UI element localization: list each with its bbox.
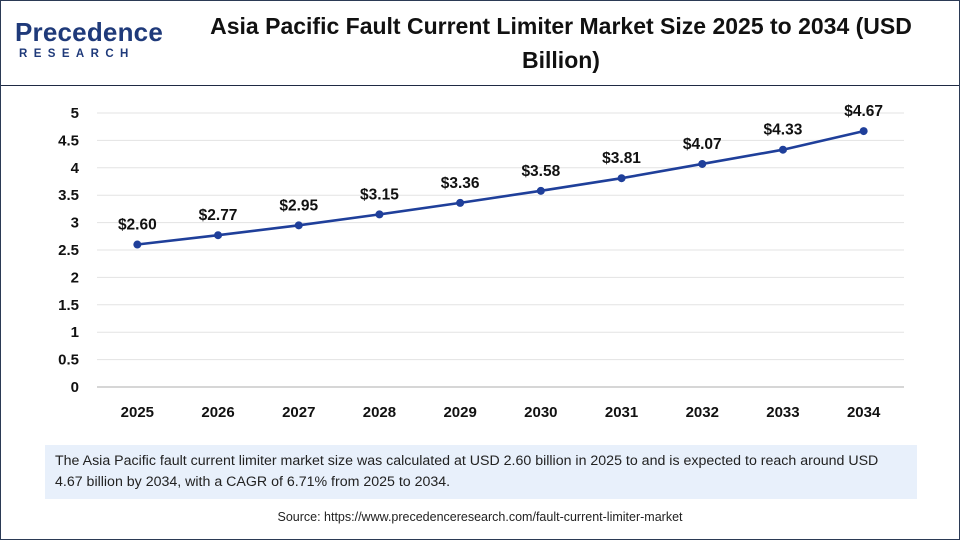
data-label: $2.77 [199,207,238,224]
data-label: $4.33 [764,122,803,139]
y-tick-label: 1.5 [58,297,79,314]
data-label: $3.81 [602,150,641,167]
x-tick-label: 2027 [282,404,315,421]
series [133,127,868,249]
series-line [137,129,864,246]
data-label: $2.95 [279,197,318,214]
x-tick-label: 2029 [443,404,476,421]
data-label: $4.07 [683,136,722,153]
header: Precedence RESEARCH Asia Pacific Fault C… [1,1,959,86]
x-tick-label: 2025 [121,404,154,421]
x-tick-label: 2028 [363,404,396,421]
y-tick-label: 3 [71,215,79,232]
data-label: $3.36 [441,175,480,192]
y-tick-label: 5 [71,105,79,122]
x-tick-label: 2031 [605,404,638,421]
data-point [133,240,142,249]
line-chart: 0 0.5 1 1.5 2 2.5 3 3.5 4 4.5 5 2025 2026 2027 2028 202… [58,103,904,421]
x-tick-label: 2030 [524,404,557,421]
data-label: $2.60 [118,217,157,234]
y-tick-label: 0.5 [58,352,79,369]
y-tick-label: 1 [71,324,79,341]
y-tick-label: 4.5 [58,132,79,149]
y-tick-label: 3.5 [58,187,79,204]
data-point [536,186,545,195]
x-tick-label: 2034 [847,404,881,421]
data-label: $3.58 [521,163,560,180]
x-tick-label: 2033 [766,404,799,421]
data-labels: $2.60 $2.77 $2.95 $3.15 $3.36 $3.58 $3.81 $4.07… [118,103,883,233]
source-text: Source: https://www.precedenceresearch.c… [277,510,683,524]
data-point [294,221,303,230]
y-tick-label: 4 [71,160,80,177]
data-point [375,210,384,219]
axes: 0 0.5 1 1.5 2 2.5 3 3.5 4 4.5 5 2025 2026 2027 2028 202… [58,105,904,421]
logo-subtext: RESEARCH [19,48,135,60]
y-tick-label: 2.5 [58,242,79,259]
y-tick-label: 0 [71,379,79,396]
data-label: $4.67 [844,103,883,120]
summary-text: The Asia Pacific fault current limiter m… [45,445,917,499]
chart-title: Asia Pacific Fault Current Limiter Marke… [210,13,912,73]
data-label: $3.15 [360,186,399,203]
data-point [617,174,626,183]
data-point [778,145,787,154]
data-point [214,231,223,240]
x-tick-label: 2026 [201,404,234,421]
y-tick-label: 2 [71,269,79,286]
gridlines [97,112,904,361]
precedence-research-logo: Precedence RESEARCH [15,17,165,65]
x-tick-label: 2032 [686,404,719,421]
data-point [698,159,707,168]
logo-brand: Precedence [15,17,163,47]
data-point [456,198,465,207]
data-point [859,127,868,136]
